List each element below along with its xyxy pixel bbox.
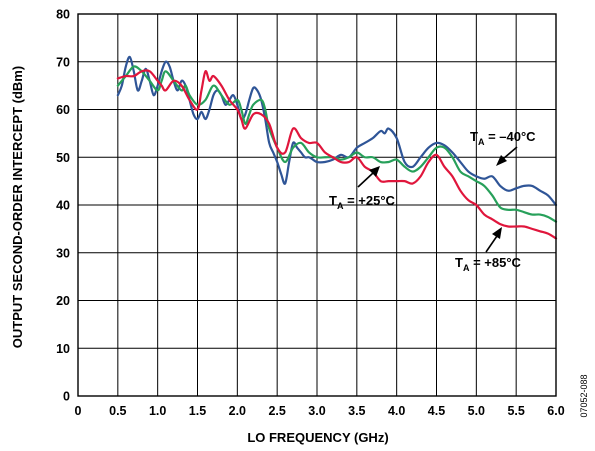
y-tick-label: 50	[56, 151, 70, 165]
x-tick-label: 1.5	[189, 404, 206, 418]
x-tick-label: 3.5	[348, 404, 365, 418]
annotation-plus85-arrowhead	[492, 227, 502, 239]
x-tick-label: 0	[75, 404, 82, 418]
x-tick-label: 1.0	[149, 404, 166, 418]
x-tick-label: 6.0	[547, 404, 564, 418]
x-tick-label: 5.0	[468, 404, 485, 418]
series-line-minus40c	[116, 55, 558, 207]
annotation-minus40-label: TA = –40°C	[470, 129, 536, 147]
y-tick-label: 10	[56, 342, 70, 356]
figure-id: 07052-088	[579, 374, 589, 417]
annotation-plus25: TA = +25°C	[329, 166, 396, 211]
y-tick-label: 60	[56, 103, 70, 117]
x-tick-label: 2.0	[229, 404, 246, 418]
series-line-plus25c	[116, 65, 558, 223]
x-tick-label: 4.0	[388, 404, 405, 418]
tick-labels: 0 0.5 1.0 1.5 2.0 2.5 3.0 3.5 4.0 4.5 5.0 5.5 6.0 0 10…	[56, 8, 565, 419]
series-line-plus85c	[116, 69, 558, 240]
annotation-minus40: TA = –40°C	[470, 129, 536, 166]
y-tick-label: 20	[56, 294, 70, 308]
annotation-plus25-label: TA = +25°C	[329, 193, 396, 211]
y-axis-title: OUTPUT SECOND-ORDER INTERCEPT (dBm)	[10, 66, 25, 348]
annotation-plus25-arrow	[357, 172, 374, 188]
x-tick-label: 0.5	[109, 404, 126, 418]
y-tick-label: 80	[56, 8, 70, 22]
annotation-minus40-arrow	[502, 146, 518, 160]
y-tick-label: 30	[56, 246, 70, 260]
grid	[78, 14, 556, 396]
x-tick-label: 4.5	[428, 404, 445, 418]
y-tick-label: 70	[56, 55, 70, 69]
y-tick-label: 40	[56, 199, 70, 213]
annotation-plus85-arrow	[485, 235, 498, 253]
x-tick-label: 5.5	[507, 404, 524, 418]
x-tick-label: 2.5	[268, 404, 285, 418]
annotation-plus85: TA = +85°C	[455, 227, 522, 273]
annotation-minus40-arrowhead	[496, 155, 507, 166]
x-tick-label: 3.0	[308, 404, 325, 418]
annotation-plus25-arrowhead	[369, 166, 380, 177]
annotation-plus85-label: TA = +85°C	[455, 255, 522, 273]
x-axis-title: LO FREQUENCY (GHz)	[247, 430, 388, 445]
series-layer	[116, 55, 558, 240]
plot-frame	[77, 13, 557, 397]
y-tick-label: 0	[63, 390, 70, 404]
